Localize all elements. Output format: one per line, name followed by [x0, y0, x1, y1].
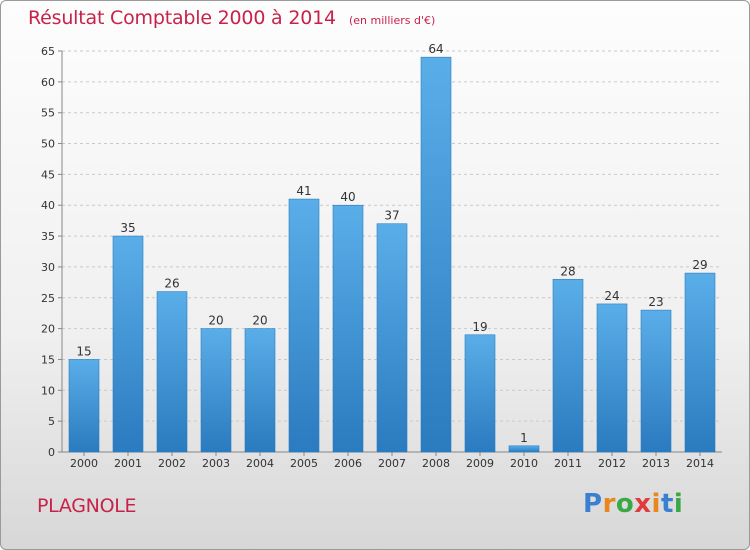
logo-letter: i: [651, 489, 661, 519]
x-tick-label: 2004: [246, 457, 274, 470]
proxiti-logo: Proxiti: [583, 489, 683, 519]
y-tick-label: 45: [41, 168, 55, 181]
logo-letter: P: [583, 489, 603, 519]
value-label: 64: [428, 42, 443, 56]
value-label: 20: [252, 314, 267, 328]
bar: [596, 303, 628, 453]
x-tick-label: 2005: [290, 457, 318, 470]
chart-subtitle: (en milliers d'€): [348, 14, 436, 27]
value-label: 23: [648, 295, 663, 309]
value-label: 37: [384, 209, 399, 223]
bar: [684, 272, 716, 453]
y-tick-label: 50: [41, 138, 55, 151]
x-tick-label: 2012: [598, 457, 626, 470]
y-tick-label: 25: [41, 292, 55, 305]
bar: [508, 445, 540, 453]
bar: [332, 204, 364, 453]
y-tick-label: 10: [41, 384, 55, 397]
x-tick-label: 2003: [202, 457, 230, 470]
labels: 0 5 10 15 20 25 30 35 40 45 50 55 60 65 15 2000 35 2001 26…: [41, 42, 714, 470]
value-label: 40: [340, 190, 355, 204]
logo-letter: i: [673, 489, 684, 519]
value-label: 41: [296, 184, 311, 198]
y-tick-label: 35: [41, 230, 55, 243]
bar: [200, 328, 232, 453]
commune-name: PLAGNOLE: [37, 495, 137, 517]
logo-letter: r: [602, 489, 616, 519]
value-label: 28: [560, 264, 575, 278]
x-tick-label: 2013: [642, 457, 670, 470]
value-label: 19: [472, 320, 487, 334]
y-tick-label: 30: [41, 261, 55, 274]
chart-title: Résultat Comptable 2000 à 2014: [28, 7, 336, 29]
y-tick-label: 60: [41, 76, 55, 89]
x-tick-label: 2014: [686, 457, 714, 470]
value-label: 15: [76, 344, 91, 358]
x-tick-label: 2009: [466, 457, 494, 470]
bar: [464, 334, 496, 453]
bar: [552, 278, 584, 453]
y-tick-label: 55: [41, 107, 55, 120]
x-tick-label: 2007: [378, 457, 406, 470]
bar: [376, 223, 408, 453]
x-tick-label: 2002: [158, 457, 186, 470]
x-tick-label: 2010: [510, 457, 538, 470]
y-tick-label: 15: [41, 353, 55, 366]
bar: [288, 198, 320, 453]
x-tick-label: 2008: [422, 457, 450, 470]
bar: [640, 309, 672, 453]
bar: [112, 235, 144, 453]
y-tick-label: 5: [48, 415, 55, 428]
y-tick-label: 20: [41, 323, 55, 336]
bars: [68, 56, 716, 453]
bar: [156, 291, 188, 453]
value-label: 1: [520, 431, 528, 445]
value-label: 26: [164, 277, 179, 291]
logo-letter: x: [634, 489, 652, 519]
value-label: 35: [120, 221, 135, 235]
y-tick-label: 65: [41, 45, 55, 58]
x-tick-label: 2001: [114, 457, 142, 470]
logo-letter: o: [615, 489, 635, 519]
x-tick-label: 2000: [70, 457, 98, 470]
title-row: Résultat Comptable 2000 à 2014 (en milli…: [28, 7, 435, 29]
y-tick-label: 0: [48, 446, 55, 459]
value-label: 20: [208, 314, 223, 328]
x-tick-label: 2011: [554, 457, 582, 470]
bar: [244, 328, 276, 453]
bar: [420, 56, 452, 453]
y-tick-label: 40: [41, 199, 55, 212]
value-label: 29: [692, 258, 707, 272]
x-tick-label: 2006: [334, 457, 362, 470]
value-label: 24: [604, 289, 619, 303]
logo-letter: t: [660, 489, 674, 519]
bar: [68, 359, 100, 453]
